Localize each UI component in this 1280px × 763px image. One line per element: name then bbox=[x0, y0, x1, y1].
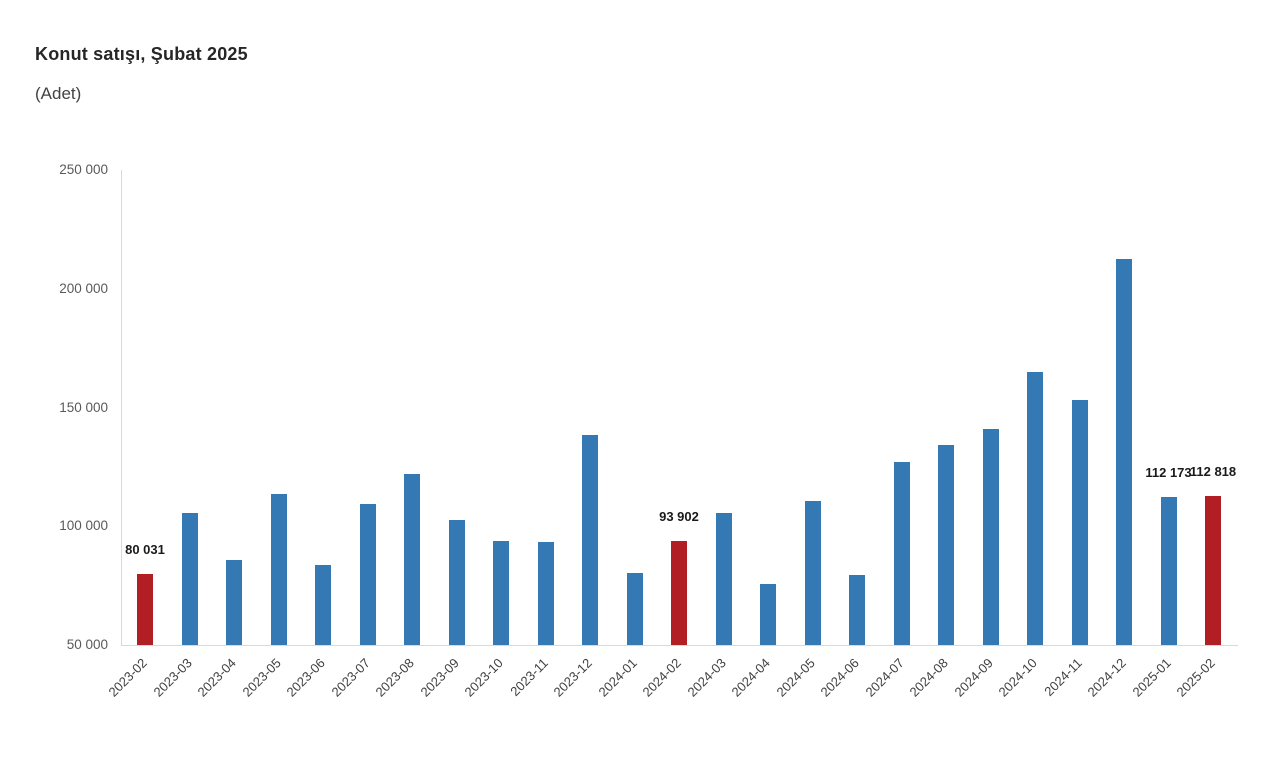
bar-2023-05 bbox=[270, 494, 287, 645]
bar-2025-01 bbox=[1160, 497, 1177, 645]
bar-2024-07 bbox=[893, 461, 910, 645]
bar-value-label-2023-02: 80 031 bbox=[125, 541, 165, 557]
y-axis-tick-label: 150 000 bbox=[59, 399, 108, 415]
bar-2024-09 bbox=[982, 429, 999, 645]
bar-2024-01 bbox=[626, 573, 643, 645]
chart-title: Konut satışı, Şubat 2025 bbox=[35, 44, 248, 64]
chart-subtitle: (Adet) bbox=[35, 84, 82, 103]
bar-2023-02 bbox=[137, 573, 153, 645]
bar-2024-04 bbox=[760, 584, 776, 645]
bar-value-label-2025-01: 112 173 bbox=[1145, 465, 1192, 481]
bar-2024-10 bbox=[1027, 371, 1043, 645]
bar-value-label-2024-02: 93 902 bbox=[659, 508, 699, 524]
x-axis-tick-label: 2023-02 bbox=[105, 655, 150, 700]
bar-2023-07 bbox=[359, 503, 376, 645]
bar-2024-05 bbox=[804, 501, 821, 645]
y-axis-tick-label: 200 000 bbox=[59, 280, 108, 296]
y-axis-tick-label: 250 000 bbox=[59, 162, 108, 177]
bar-2023-08 bbox=[404, 473, 420, 645]
bar-2024-02 bbox=[671, 540, 687, 645]
bar-2024-03 bbox=[715, 513, 732, 645]
bar-2023-09 bbox=[448, 519, 465, 645]
bar-2024-06 bbox=[849, 575, 865, 645]
bar-2025-02 bbox=[1205, 495, 1221, 645]
bar-value-label-2025-02: 112 818 bbox=[1189, 463, 1237, 479]
plot-area: 80 031 93 902 112 173 112 818 bbox=[121, 170, 1238, 646]
y-axis-tick-label: 50 000 bbox=[66, 637, 108, 652]
bar-2024-12 bbox=[1116, 258, 1132, 645]
bar-2023-03 bbox=[181, 513, 198, 645]
bar-2023-06 bbox=[315, 565, 331, 645]
y-axis-tick-label: 100 000 bbox=[59, 518, 108, 534]
bar-2024-11 bbox=[1071, 400, 1088, 645]
bar-2024-08 bbox=[938, 445, 954, 645]
bar-2023-10 bbox=[493, 541, 509, 645]
bar-2023-11 bbox=[537, 541, 554, 645]
bar-2023-04 bbox=[226, 560, 242, 645]
bar-2023-12 bbox=[582, 434, 598, 645]
